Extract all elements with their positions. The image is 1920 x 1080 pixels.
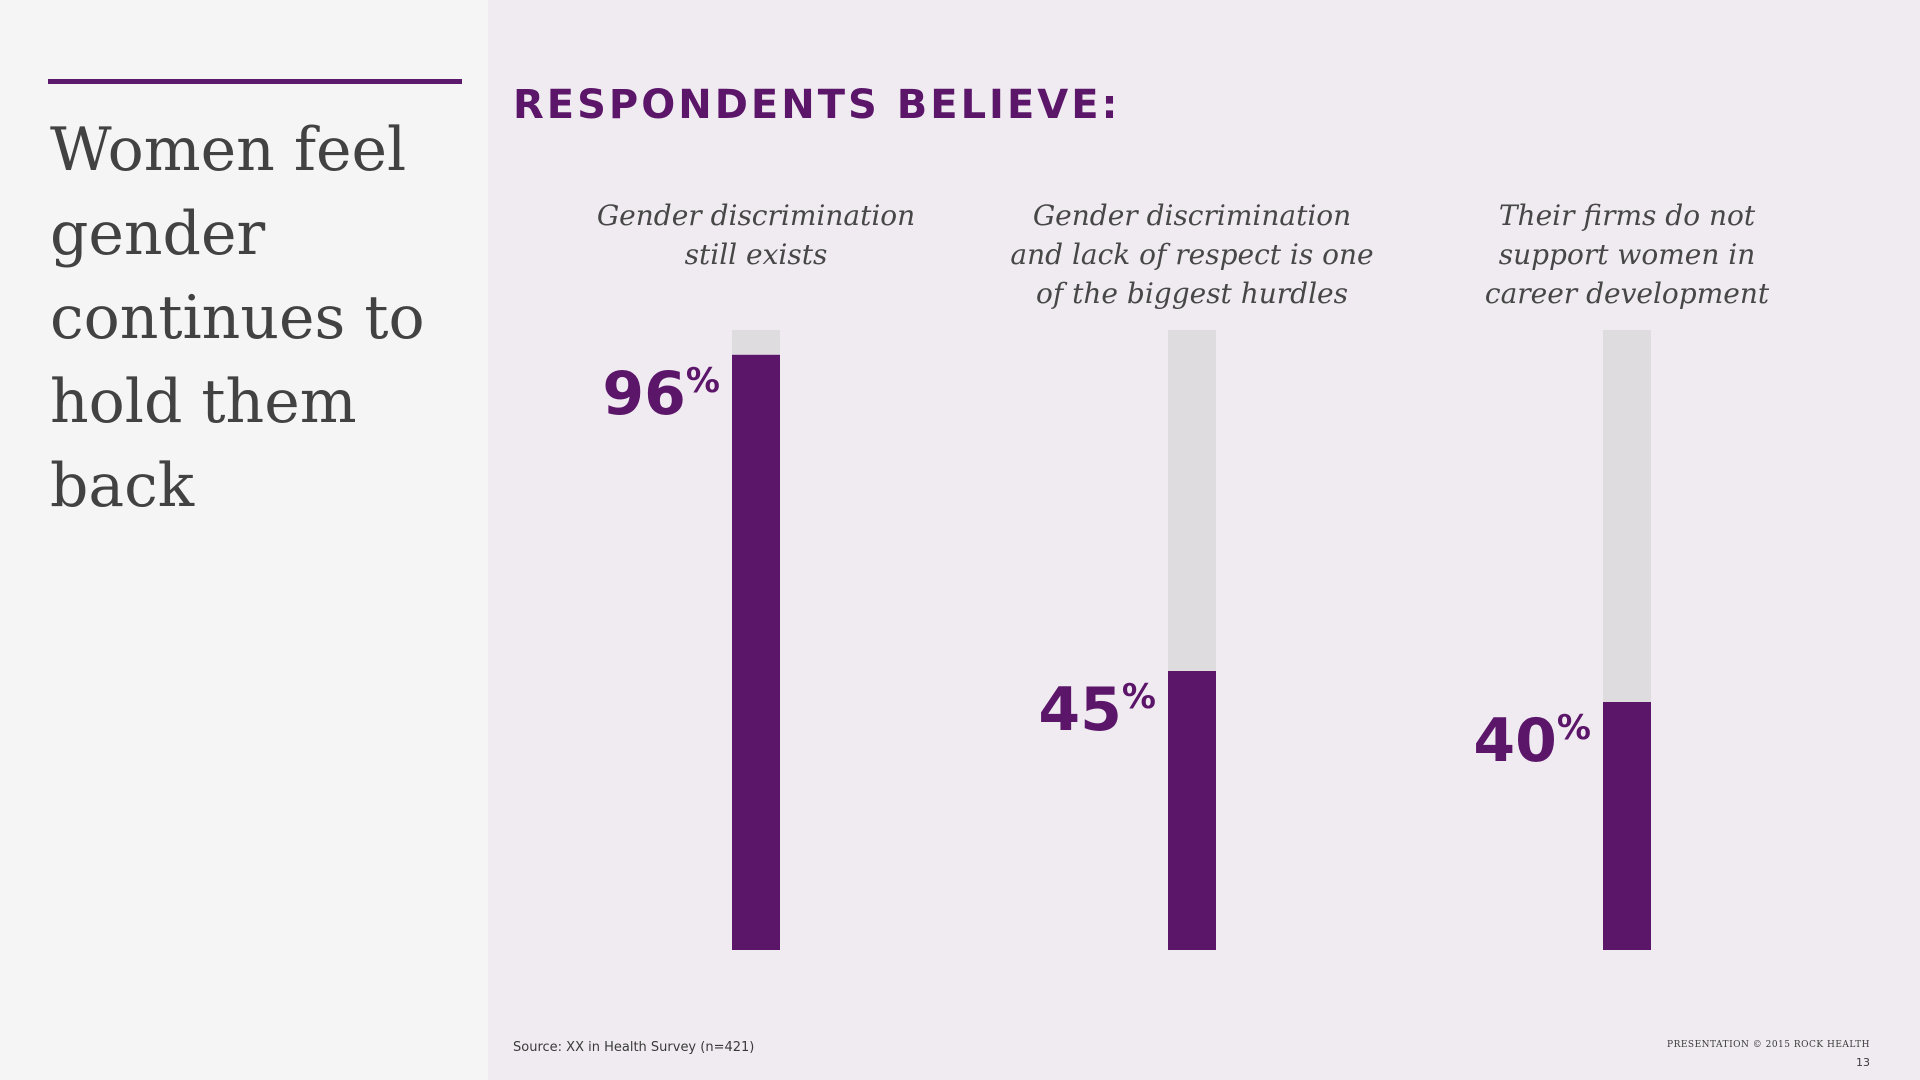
accent-rule bbox=[48, 79, 462, 84]
category-label: Their firms do not support women in career… bbox=[1485, 199, 1770, 310]
data-label-unit: % bbox=[686, 361, 720, 401]
category-label-line: and lack of respect is one bbox=[1010, 238, 1373, 271]
category-label-line: still exists bbox=[685, 238, 828, 271]
category-label: Gender discrimination and lack of respect… bbox=[1010, 199, 1373, 310]
page-number: 13 bbox=[1856, 1056, 1870, 1069]
data-label-unit: % bbox=[1557, 708, 1591, 748]
source-note: Source: XX in Health Survey (n=421) bbox=[513, 1040, 755, 1055]
category-label-line: Their firms do not bbox=[1499, 199, 1756, 232]
bar bbox=[1603, 702, 1651, 950]
data-label: 96% bbox=[602, 359, 720, 429]
bar bbox=[732, 354, 780, 950]
data-label-value: 45 bbox=[1038, 675, 1122, 745]
bar bbox=[1168, 671, 1216, 950]
left-panel bbox=[0, 0, 488, 1080]
category-label-line: of the biggest hurdles bbox=[1036, 277, 1348, 310]
category-label-line: career development bbox=[1485, 277, 1770, 310]
section-title: RESPONDENTS BELIEVE: bbox=[513, 82, 1121, 128]
data-label: 40% bbox=[1473, 706, 1591, 776]
category-label-line: support women in bbox=[1499, 238, 1756, 271]
data-label: 45% bbox=[1038, 675, 1156, 745]
category-label-line: Gender discrimination bbox=[597, 199, 915, 232]
data-label-value: 96 bbox=[602, 359, 686, 429]
footer-credit: PRESENTATION © 2015 ROCK HEALTH bbox=[1667, 1040, 1870, 1050]
data-label-value: 40 bbox=[1473, 706, 1557, 776]
data-label-unit: % bbox=[1122, 677, 1156, 717]
category-label-line: Gender discrimination bbox=[1033, 199, 1351, 232]
category-label: Gender discrimination still exists bbox=[597, 199, 915, 271]
slide-headline: Women feel gender continues to hold them… bbox=[50, 115, 425, 521]
